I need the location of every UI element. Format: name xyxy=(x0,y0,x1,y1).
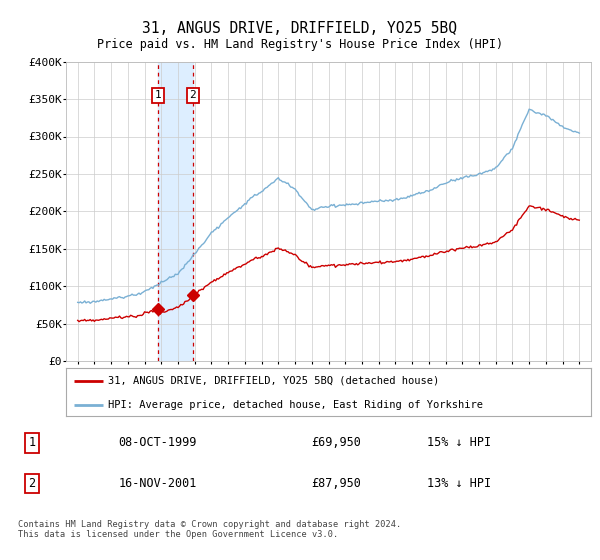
Bar xyxy=(158,62,193,361)
Text: £69,950: £69,950 xyxy=(311,436,361,449)
Text: 1: 1 xyxy=(154,90,161,100)
Text: 16-NOV-2001: 16-NOV-2001 xyxy=(119,477,197,490)
Text: Contains HM Land Registry data © Crown copyright and database right 2024.
This d: Contains HM Land Registry data © Crown c… xyxy=(18,520,401,539)
Text: 31, ANGUS DRIVE, DRIFFIELD, YO25 5BQ (detached house): 31, ANGUS DRIVE, DRIFFIELD, YO25 5BQ (de… xyxy=(108,376,439,386)
Text: £87,950: £87,950 xyxy=(311,477,361,490)
Text: 1: 1 xyxy=(29,436,36,449)
Text: 2: 2 xyxy=(29,477,36,490)
Text: HPI: Average price, detached house, East Riding of Yorkshire: HPI: Average price, detached house, East… xyxy=(108,400,483,409)
Text: 13% ↓ HPI: 13% ↓ HPI xyxy=(427,477,491,490)
Text: 31, ANGUS DRIVE, DRIFFIELD, YO25 5BQ: 31, ANGUS DRIVE, DRIFFIELD, YO25 5BQ xyxy=(143,21,458,36)
Text: 2: 2 xyxy=(190,90,196,100)
Text: 15% ↓ HPI: 15% ↓ HPI xyxy=(427,436,491,449)
Text: 08-OCT-1999: 08-OCT-1999 xyxy=(119,436,197,449)
Text: Price paid vs. HM Land Registry's House Price Index (HPI): Price paid vs. HM Land Registry's House … xyxy=(97,38,503,50)
